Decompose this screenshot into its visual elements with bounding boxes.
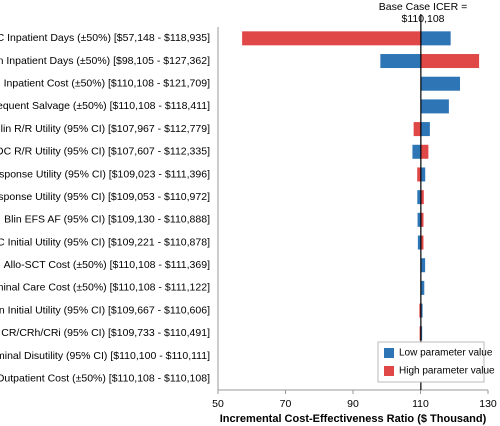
bar — [417, 190, 421, 205]
category-label: Blin Response Utility (95% CI) [$109,023… — [0, 168, 210, 180]
category-label: Inpatient Cost (±50%) [$110,108 - $121,7… — [4, 78, 210, 90]
category-label: Blin CR/CRh/CRi (95% CI) [$109,733 - $11… — [0, 327, 210, 339]
category-label: Allo-SCT Cost (±50%) [$110,108 - $111,36… — [4, 259, 210, 271]
bar — [420, 258, 426, 273]
category-label: Terminal Disutility (95% CI) [$110,100 -… — [0, 350, 210, 362]
bar — [420, 303, 423, 318]
bar — [417, 167, 421, 182]
bar — [420, 326, 423, 341]
legend-label: Low parameter value — [399, 348, 493, 359]
bar — [420, 280, 425, 295]
category-label: SOC R/R Utility (95% CI) [$107,607 - $11… — [0, 146, 210, 158]
bar — [420, 235, 424, 250]
category-label: Blin Inpatient Days (±50%) [$98,105 - $1… — [0, 55, 210, 67]
x-tick-label: 130 — [479, 398, 497, 410]
bar — [242, 31, 421, 46]
category-label: Blin R/R Utility (95% CI) [$107,967 - $1… — [0, 123, 210, 135]
bar — [419, 326, 421, 341]
bar — [412, 144, 421, 159]
bar — [420, 99, 449, 114]
category-label: Terminal Care Cost (±50%) [$110,108 - $1… — [0, 282, 210, 294]
x-tick-label: 50 — [212, 398, 224, 410]
x-axis-title: Incremental Cost-Effectiveness Ratio ($ … — [220, 413, 487, 425]
bar — [420, 190, 424, 205]
bar — [380, 54, 421, 69]
legend-box — [377, 341, 485, 383]
bar — [420, 76, 461, 91]
category-label: SOC Response Utility (95% CI) [$109,053 … — [0, 191, 210, 203]
bar — [420, 122, 430, 137]
x-tick-label: 70 — [280, 398, 292, 410]
bar — [420, 212, 424, 227]
bar — [420, 54, 480, 69]
category-label: Cost of Subsequent Salvage (±50%) [$110,… — [0, 100, 210, 112]
category-label: SOC Inpatient Days (±50%) [$57,148 - $11… — [0, 32, 210, 44]
base-label: Base Case ICER = — [379, 1, 467, 13]
x-tick-label: 90 — [347, 398, 359, 410]
bar — [420, 167, 426, 182]
base-label: $110,108 — [401, 13, 444, 25]
legend-swatch — [384, 348, 394, 358]
bar — [417, 235, 421, 250]
category-label: Blin Initial Utility (95% CI) [$109,667 … — [0, 304, 210, 316]
x-tick-label: 110 — [412, 398, 429, 410]
category-label: SOC Initial Utility (95% CI) [$109,221 -… — [0, 236, 210, 248]
bar — [419, 303, 421, 318]
bar — [417, 212, 421, 227]
bar — [420, 144, 429, 159]
category-label: Blin EFS AF (95% CI) [$109,130 - $110,88… — [4, 214, 210, 226]
bar — [420, 31, 451, 46]
legend-swatch — [384, 366, 394, 376]
legend-label: High parameter value — [399, 366, 495, 377]
bar — [413, 122, 421, 137]
category-label: Outpatient Cost (±50%) [$110,108 - $110,… — [0, 372, 210, 384]
